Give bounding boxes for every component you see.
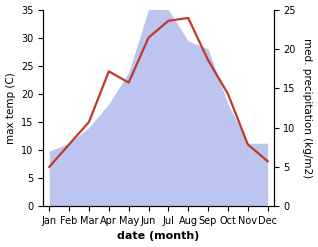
X-axis label: date (month): date (month) [117, 231, 200, 242]
Y-axis label: med. precipitation (kg/m2): med. precipitation (kg/m2) [302, 38, 313, 178]
Y-axis label: max temp (C): max temp (C) [5, 72, 16, 144]
